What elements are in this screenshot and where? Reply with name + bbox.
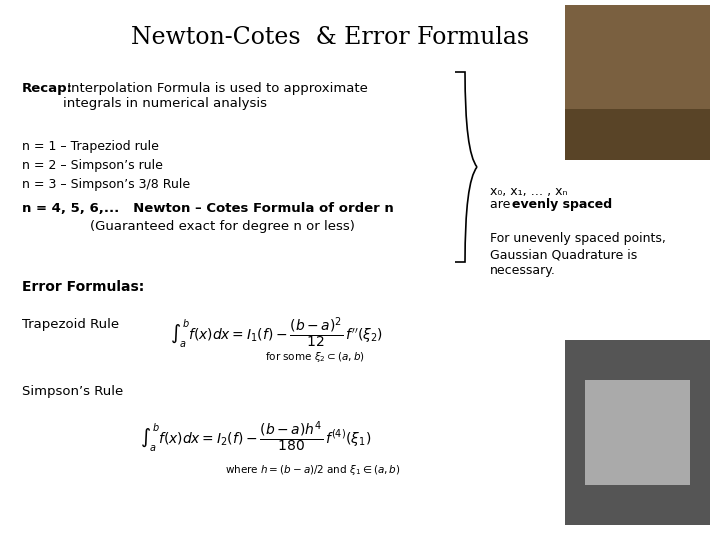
Text: n = 1 – Trapeziod rule: n = 1 – Trapeziod rule	[22, 140, 159, 153]
Text: Error Formulas:: Error Formulas:	[22, 280, 144, 294]
Text: x₀, x₁, … , xₙ: x₀, x₁, … , xₙ	[490, 185, 567, 198]
Text: $\int_a^b f(x)dx = I_2(f) - \dfrac{(b-a)h^4}{180}\,f^{(4)}(\xi_1)$: $\int_a^b f(x)dx = I_2(f) - \dfrac{(b-a)…	[140, 420, 372, 455]
Text: Simpson’s Rule: Simpson’s Rule	[22, 385, 123, 398]
Text: Trapezoid Rule: Trapezoid Rule	[22, 318, 119, 331]
Text: evenly spaced: evenly spaced	[512, 198, 612, 211]
Bar	[565, 109, 710, 160]
Text: n = 4, 5, 6,...   Newton – Cotes Formula of order n: n = 4, 5, 6,... Newton – Cotes Formula o…	[22, 202, 394, 215]
Bar	[565, 5, 710, 160]
Text: Interpolation Formula is used to approximate
integrals in numerical analysis: Interpolation Formula is used to approxi…	[63, 82, 368, 110]
Text: Recap:: Recap:	[22, 82, 73, 95]
Text: For unevenly spaced points,: For unevenly spaced points,	[490, 232, 666, 245]
Bar	[585, 380, 690, 485]
Text: n = 3 – Simpson’s 3/8 Rule: n = 3 – Simpson’s 3/8 Rule	[22, 178, 190, 191]
Text: for some $\xi_2 \subset (a,b)$: for some $\xi_2 \subset (a,b)$	[265, 350, 365, 364]
Text: where $h = (b-a)/2$ and $\xi_1 \in (a, b)$: where $h = (b-a)/2$ and $\xi_1 \in (a, b…	[225, 463, 400, 477]
Text: (Guaranteed exact for degree n or less): (Guaranteed exact for degree n or less)	[90, 220, 355, 233]
Text: Gaussian Quadrature is: Gaussian Quadrature is	[490, 248, 637, 261]
Text: are: are	[490, 198, 514, 211]
Text: $\int_a^b f(x)dx = I_1(f) - \dfrac{(b-a)^2}{12}\,f''(\xi_2)$: $\int_a^b f(x)dx = I_1(f) - \dfrac{(b-a)…	[170, 316, 383, 352]
Text: n = 2 – Simpson’s rule: n = 2 – Simpson’s rule	[22, 159, 163, 172]
Text: Newton-Cotes  & Error Formulas: Newton-Cotes & Error Formulas	[131, 26, 529, 50]
Bar	[565, 340, 710, 525]
Text: necessary.: necessary.	[490, 264, 556, 277]
